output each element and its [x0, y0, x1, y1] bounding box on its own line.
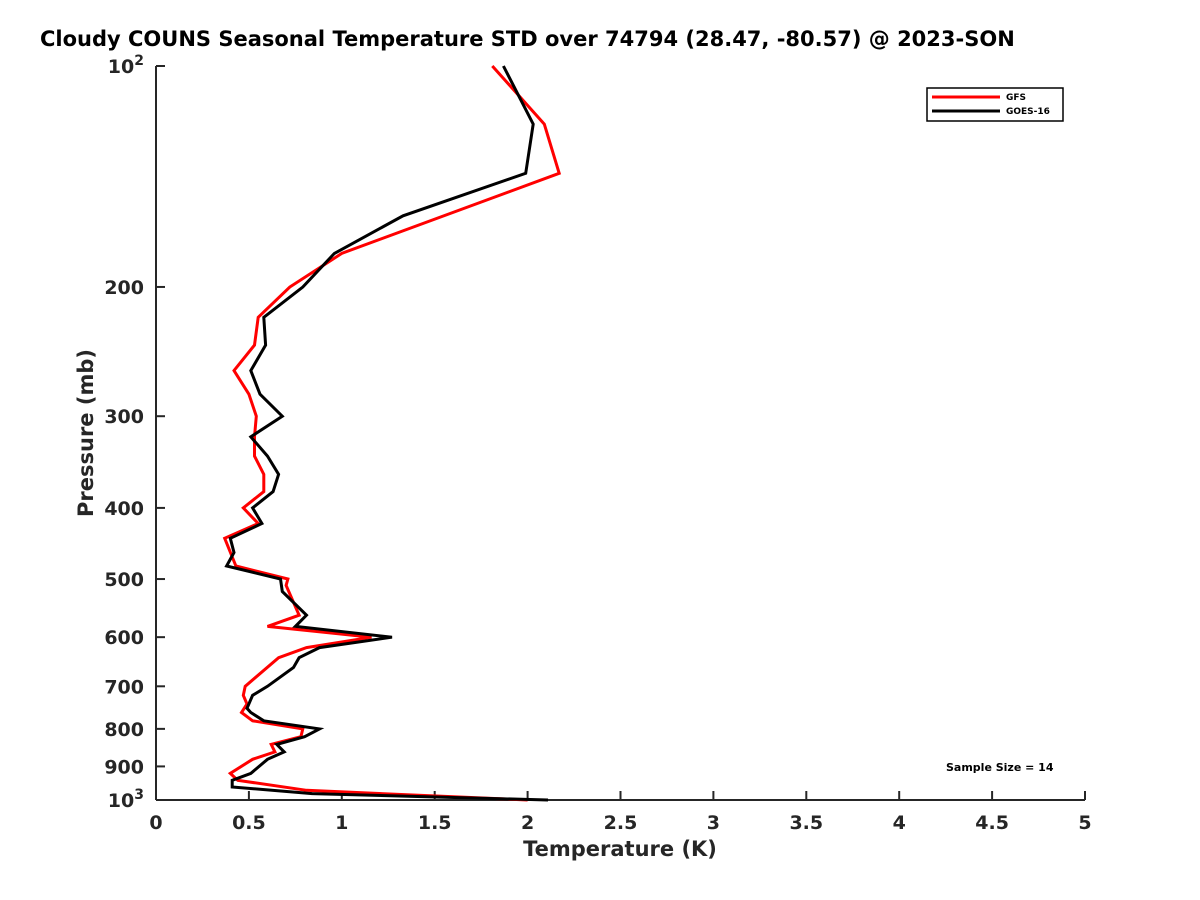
- x-tick-label: 4: [893, 812, 906, 834]
- y-tick-label: 103: [108, 787, 144, 812]
- x-tick-label: 2.5: [604, 812, 638, 834]
- series-line-goes-16: [224, 65, 549, 802]
- legend: GFS GOES-16: [926, 87, 1064, 122]
- y-tick-label: 102: [108, 53, 144, 78]
- x-axis-title: Temperature (K): [523, 837, 717, 861]
- legend-label: GFS: [1006, 93, 1026, 103]
- y-tick-exponent: 3: [134, 787, 144, 803]
- sample-size-annotation: Sample Size = 14: [946, 761, 1054, 774]
- x-tick-label: 3: [707, 812, 720, 834]
- y-tick-exponent: 2: [134, 53, 144, 69]
- x-tick-label: 2: [521, 812, 534, 834]
- y-tick-base: 10: [108, 56, 134, 78]
- y-tick-label: 800: [104, 719, 144, 741]
- y-tick-base: 10: [108, 790, 134, 812]
- y-tick-label: 300: [104, 406, 144, 428]
- y-tick-label: 400: [104, 498, 144, 520]
- x-tick-label: 1.5: [418, 812, 452, 834]
- axes: 0 0.5 1 1.5 2 2.5 3 3.5 4 4.5 51022003004005006007…: [104, 53, 1091, 834]
- y-tick-label: 700: [104, 676, 144, 698]
- x-tick-label: 5: [1078, 812, 1091, 834]
- y-tick-label: 900: [104, 756, 144, 778]
- legend-box: [926, 87, 1064, 122]
- y-tick-label: 500: [104, 569, 144, 591]
- y-tick-label: 200: [104, 277, 144, 299]
- series-group: [222, 64, 562, 802]
- y-axis-title: Pressure (mb): [74, 349, 98, 517]
- legend-label: GOES-16: [1006, 107, 1050, 117]
- x-tick-label: 1: [335, 812, 348, 834]
- chart-title: Cloudy COUNS Seasonal Temperature STD ov…: [40, 27, 1015, 51]
- y-tick-label: 600: [104, 627, 144, 649]
- series-line-gfs: [222, 64, 562, 802]
- x-tick-label: 3.5: [789, 812, 823, 834]
- x-tick-label: 0: [149, 812, 162, 834]
- x-tick-label: 0.5: [232, 812, 266, 834]
- x-tick-label: 4.5: [975, 812, 1009, 834]
